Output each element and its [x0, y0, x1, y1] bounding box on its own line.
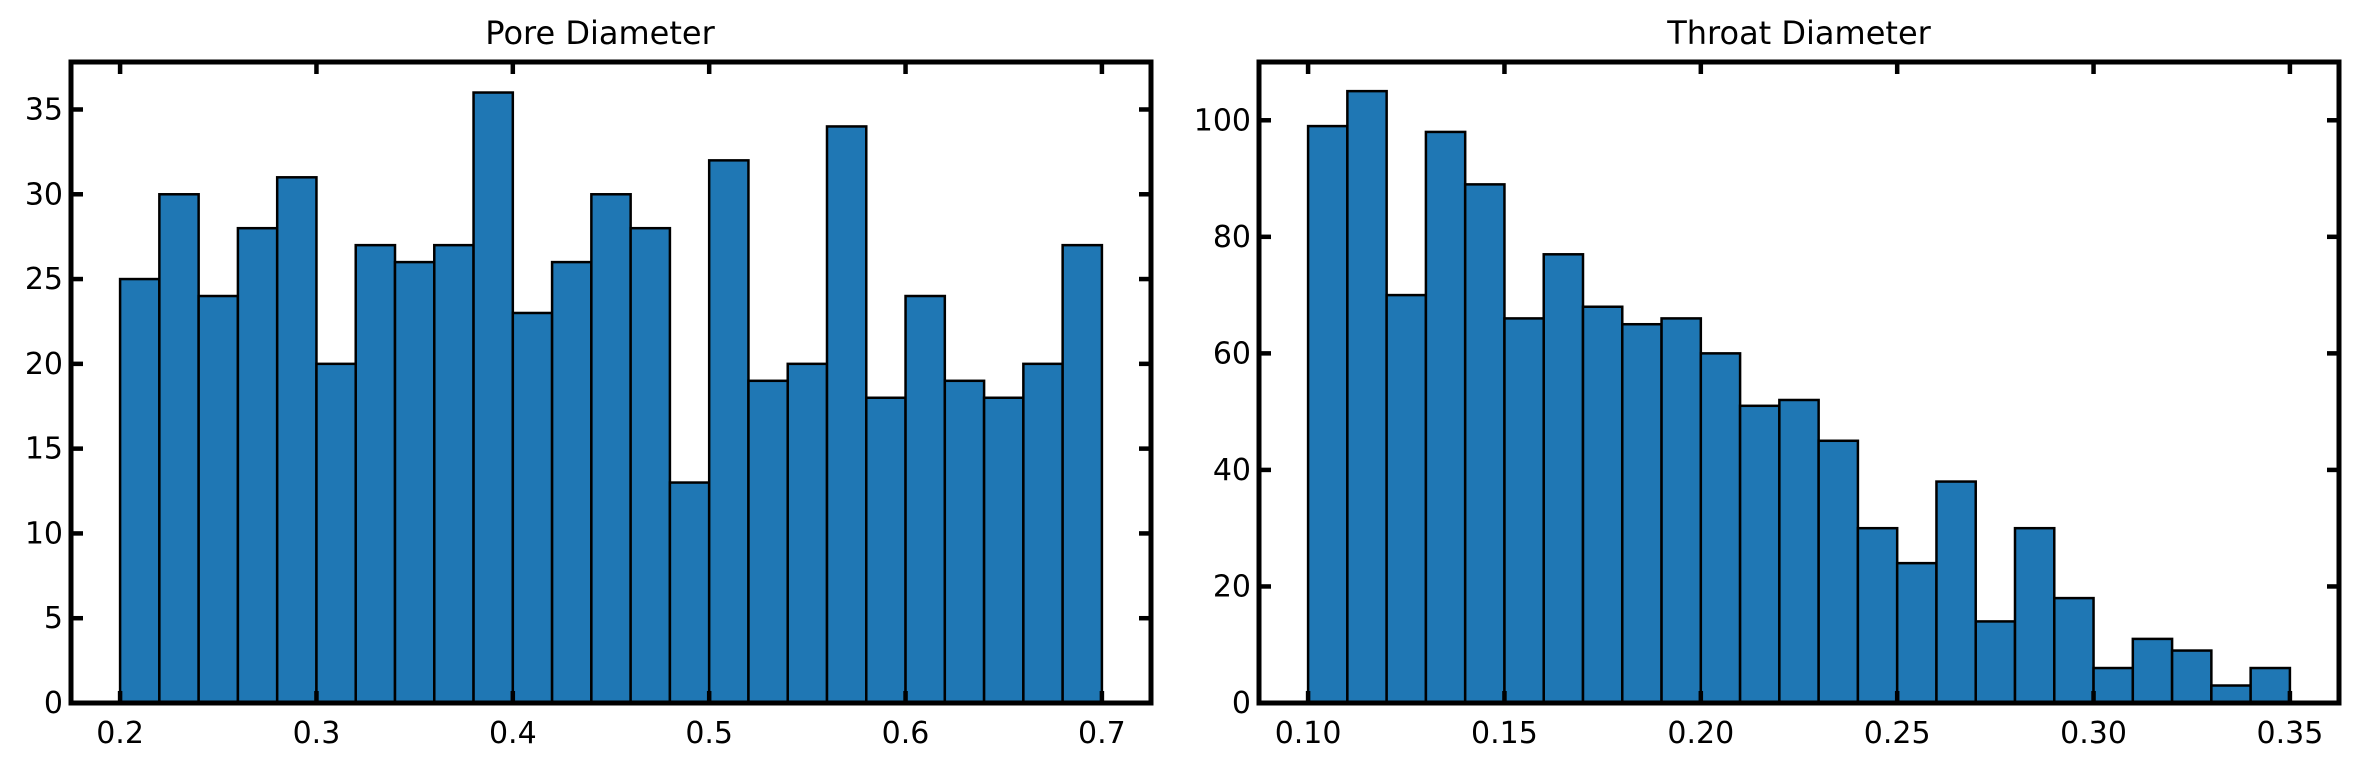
pore-histogram-bar: [1022, 362, 1064, 705]
throat-histogram-bar: [1935, 480, 1977, 705]
pore-x-tick-label: 0.5: [685, 716, 733, 751]
throat-histogram-bar: [1974, 620, 2017, 705]
pore-histogram-bar: [472, 91, 515, 705]
pore-histogram-bar: [197, 294, 240, 705]
throat-histogram-bar: [2249, 666, 2292, 705]
throat-x-tick-label: 0.10: [1275, 716, 1342, 751]
pore-x-tick-label: 0.6: [882, 716, 930, 751]
pore-y-tick-label: 5: [44, 601, 63, 636]
throat-histogram-bar: [1699, 352, 1742, 705]
pore-histogram-bar: [707, 159, 750, 705]
pore-histogram-bar: [629, 226, 672, 705]
pore-histogram-bar: [1061, 243, 1104, 705]
pore-histogram-bar: [904, 294, 947, 705]
pore-histogram-bar: [825, 125, 868, 705]
throat-histogram-bar: [1895, 561, 1938, 705]
throat-x-tick-label: 0.30: [2060, 716, 2127, 751]
pore-histogram-bar: [865, 396, 907, 705]
throat-histogram-bar: [2131, 637, 2174, 705]
throat-x-tick-label: 0.15: [1471, 716, 1538, 751]
pore-histogram-bar: [550, 260, 593, 705]
throat-histogram-bar: [1424, 130, 1467, 705]
throat-y-tick-label: 20: [1213, 569, 1251, 604]
pore-diameter-title: Pore Diameter: [485, 14, 715, 52]
pore-histogram-bar: [315, 362, 357, 705]
throat-histogram-bar: [2053, 596, 2095, 705]
throat-y-tick-label: 0: [1232, 686, 1251, 721]
throat-diameter-title: Throat Diameter: [1666, 14, 1931, 52]
throat-y-tick-label: 100: [1194, 103, 1251, 138]
pore-y-tick-label: 30: [25, 177, 63, 212]
throat-histogram-bar: [1856, 526, 1899, 705]
throat-histogram-bar: [1621, 322, 1663, 705]
pore-x-tick-label: 0.4: [489, 716, 537, 751]
pore-histogram-bar: [786, 362, 829, 705]
throat-histogram-bar: [2170, 649, 2213, 705]
throat-histogram-bar: [1738, 404, 1781, 705]
pore-histogram-bar: [158, 193, 200, 705]
pore-histogram-bar: [433, 243, 475, 705]
throat-histogram-bar: [1346, 89, 1388, 705]
pore-histogram-bar: [668, 481, 711, 705]
pore-histogram-bar: [275, 176, 318, 705]
pore-histogram-bar: [236, 226, 279, 705]
pore-y-tick-label: 10: [25, 516, 63, 551]
throat-diameter-panel: Throat Diameter 0.10 0.15 0.20 0.25 0.30 0.35…: [1194, 14, 2342, 751]
throat-histogram-bar: [1503, 317, 1545, 705]
pore-histogram-bar: [511, 311, 554, 705]
pore-plot-frame: [68, 59, 1154, 706]
throat-y-tick-label: 40: [1213, 453, 1251, 488]
throat-histogram-bar: [1778, 398, 1820, 705]
throat-y-tick-label: 80: [1213, 220, 1251, 255]
throat-histogram-bar: [1463, 183, 1506, 705]
throat-histogram-bar: [1385, 293, 1428, 705]
throat-y-tick-label: 60: [1213, 336, 1251, 371]
throat-histogram-bar: [1542, 253, 1585, 705]
throat-x-tick-label: 0.20: [1667, 716, 1734, 751]
pore-histogram-bar: [747, 379, 789, 705]
pore-y-tick-label: 25: [25, 262, 63, 297]
throat-histogram-bar: [2092, 666, 2135, 705]
pore-histogram-bar: [943, 379, 986, 705]
throat-histogram-bar: [1660, 317, 1703, 705]
pore-histogram-bar: [354, 243, 397, 705]
throat-plot-frame: [1256, 59, 2342, 706]
pore-diameter-panel: Pore Diameter 0.2 0.3 0.4 0.5 0.6 0.7 0 5 10 15 20…: [25, 14, 1154, 751]
throat-x-tick-label: 0.25: [1864, 716, 1931, 751]
pore-x-tick-label: 0.2: [96, 716, 144, 751]
throat-histogram-bar: [1306, 124, 1349, 705]
pore-histogram-bar: [590, 193, 632, 705]
throat-histogram-bar: [2210, 684, 2252, 705]
throat-x-tick-label: 0.35: [2257, 716, 2324, 751]
pore-y-tick-label: 35: [25, 92, 63, 127]
pore-y-tick-label: 0: [44, 686, 63, 721]
pore-histogram-bar: [982, 396, 1025, 705]
pore-y-tick-label: 20: [25, 347, 63, 382]
pore-x-tick-label: 0.3: [293, 716, 341, 751]
throat-histogram-bar: [2013, 526, 2056, 705]
pore-histogram-bar: [118, 277, 161, 705]
pore-x-tick-label: 0.7: [1078, 716, 1126, 751]
pore-y-tick-label: 15: [25, 432, 63, 467]
pore-histogram-bar: [393, 260, 436, 705]
throat-histogram-bar: [1817, 439, 1860, 705]
throat-histogram-bar: [1581, 305, 1624, 705]
